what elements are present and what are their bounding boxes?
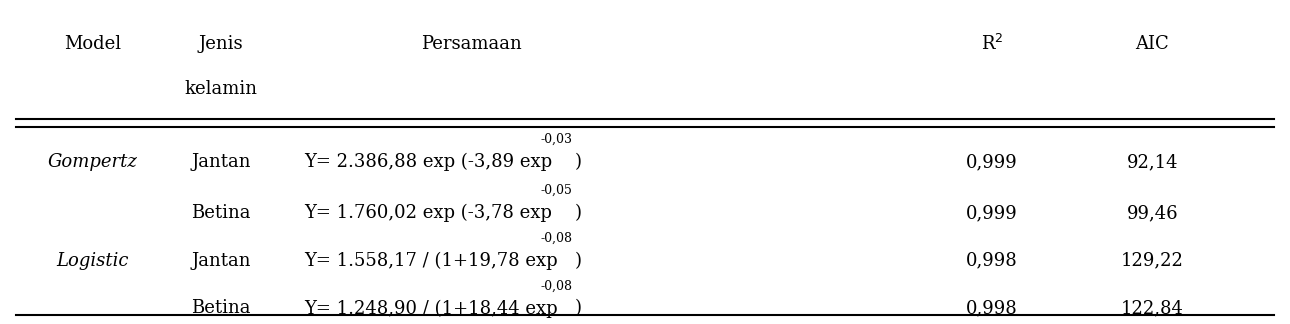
Text: 0,998: 0,998 [966, 252, 1018, 270]
Text: Betina: Betina [191, 299, 250, 318]
Text: Y= 2.386,88 exp (-3,89 exp: Y= 2.386,88 exp (-3,89 exp [304, 153, 559, 171]
Text: 99,46: 99,46 [1126, 204, 1178, 222]
Text: 92,14: 92,14 [1126, 153, 1178, 171]
Text: 0,999: 0,999 [966, 153, 1018, 171]
Text: -0,03: -0,03 [541, 133, 573, 146]
Text: ): ) [574, 252, 582, 270]
Text: 122,84: 122,84 [1121, 299, 1184, 318]
Text: -0,05: -0,05 [541, 184, 573, 197]
Text: 129,22: 129,22 [1121, 252, 1184, 270]
Text: ): ) [574, 153, 582, 171]
Text: Model: Model [64, 35, 121, 53]
Text: -0,08: -0,08 [541, 232, 573, 245]
Text: Y= 1.248,90 / (1+18,44 exp: Y= 1.248,90 / (1+18,44 exp [304, 299, 564, 318]
Text: 0,998: 0,998 [966, 299, 1018, 318]
Text: Y= 1.558,17 / (1+19,78 exp: Y= 1.558,17 / (1+19,78 exp [304, 252, 564, 270]
Text: Y= 1.760,02 exp (-3,78 exp: Y= 1.760,02 exp (-3,78 exp [304, 204, 559, 222]
Text: Persamaan: Persamaan [422, 35, 522, 53]
Text: Jantan: Jantan [191, 153, 250, 171]
Text: kelamin: kelamin [184, 80, 258, 98]
Text: AIC: AIC [1135, 35, 1169, 53]
Text: 0,999: 0,999 [966, 204, 1018, 222]
Text: Jantan: Jantan [191, 252, 250, 270]
Text: Jenis: Jenis [199, 35, 244, 53]
Text: Logistic: Logistic [57, 252, 129, 270]
Text: ): ) [574, 204, 582, 222]
Text: -0,08: -0,08 [541, 280, 573, 293]
Text: ): ) [574, 299, 582, 318]
Text: R$^2$: R$^2$ [980, 34, 1004, 54]
Text: Gompertz: Gompertz [48, 153, 138, 171]
Text: Betina: Betina [191, 204, 250, 222]
